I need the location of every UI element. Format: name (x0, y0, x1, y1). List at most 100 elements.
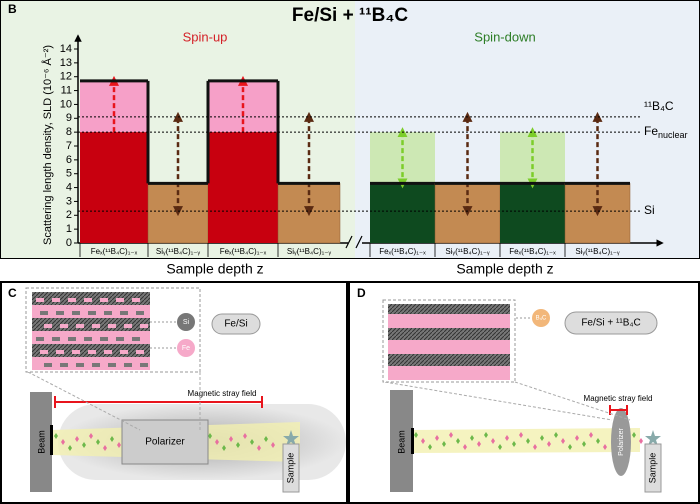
stray-field-label: Magnetic stray field (584, 394, 653, 403)
neutron (533, 444, 537, 450)
neutron (526, 438, 530, 444)
panel-c: C Polarizer Beam Magnetic stray field Sa… (0, 281, 348, 504)
neutron (61, 439, 65, 445)
layer (388, 354, 510, 366)
neutron (470, 435, 474, 441)
sample-tag (564, 311, 658, 335)
neutron (229, 436, 233, 442)
y-tick-label: 9 (66, 112, 72, 124)
intermix (120, 350, 128, 354)
intermix (132, 298, 140, 302)
neutron (264, 436, 268, 442)
intermix (124, 324, 132, 328)
layer-label: Feₓ(¹¹B₄C)₁₋ₓ (91, 247, 138, 256)
spin-down-label: Spin-down (474, 29, 535, 44)
beam-aperture (50, 425, 53, 455)
total-sld (500, 183, 565, 243)
intermix (88, 350, 96, 354)
neutron (117, 442, 121, 448)
neutron (222, 445, 226, 451)
y-tick-label: 2 (66, 209, 72, 221)
sample-star (283, 430, 299, 446)
layer-label: Siᵧ(¹¹B₄C)₁₋ᵧ (287, 247, 332, 256)
legend-label: B₄C (536, 316, 547, 322)
neutron (568, 444, 572, 450)
x-axis-label: Sample depth z (456, 261, 553, 277)
neutron (103, 445, 107, 451)
stray-field-label: Magnetic stray field (188, 389, 257, 398)
legend-label: Si (183, 319, 190, 326)
neutron (82, 442, 86, 448)
neutron (575, 435, 579, 441)
zoom-lines (27, 371, 201, 431)
polarizer-label: Polarizer (618, 428, 625, 456)
intermix (56, 311, 64, 315)
intermix (140, 324, 148, 328)
layer (388, 366, 510, 380)
intermix (136, 350, 144, 354)
sample-label: Sample (285, 453, 295, 484)
intermix (100, 337, 108, 341)
neutron (582, 441, 586, 447)
y-tick-label: 8 (66, 126, 72, 138)
intermix (52, 337, 60, 341)
y-tick-label: 0 (66, 237, 72, 249)
intermix (104, 311, 112, 315)
neutron (463, 444, 467, 450)
panel-d: D Beam Polarizer Magnetic stray field Sa… (348, 281, 700, 504)
reference-label: ¹¹B₄C (644, 99, 674, 113)
neutron (505, 435, 509, 441)
intermix (120, 311, 128, 315)
reference-subscript: nuclear (658, 131, 688, 141)
neutron (414, 432, 418, 438)
neutron (75, 436, 79, 442)
y-tick-label: 7 (66, 140, 72, 152)
panel-label: D (357, 286, 366, 300)
y-axis-label: Scattering length density, SLD (10⁻⁶ Å⁻²… (41, 45, 54, 245)
neutron (110, 436, 114, 442)
neutron (250, 439, 254, 445)
intermix (88, 311, 96, 315)
layer-label: Siᵧ(¹¹B₄C)₁₋ᵧ (575, 247, 620, 256)
beam-label: Beam (36, 430, 46, 454)
intermix (68, 298, 76, 302)
neutron (208, 433, 212, 439)
intermix (60, 324, 68, 328)
intermix (76, 363, 84, 367)
beam-aperture (411, 428, 414, 454)
neutron (428, 444, 432, 450)
beam-source (30, 392, 52, 492)
intermix (72, 311, 80, 315)
fe-atom (177, 339, 195, 357)
neutron (215, 439, 219, 445)
polarizer (121, 419, 209, 465)
intermix (68, 337, 76, 341)
intermix (84, 298, 92, 302)
intermix (116, 298, 124, 302)
layer-label: Feₓ(¹¹B₄C)₁₋ₓ (509, 247, 556, 256)
neutron (519, 432, 523, 438)
reference-label: Fenuclear (644, 124, 688, 140)
beam-particles (54, 433, 275, 451)
intermix (124, 363, 132, 367)
nuclear-sld (80, 132, 148, 243)
sample (644, 443, 662, 493)
layer (388, 304, 510, 314)
y-tick-label: 11 (61, 84, 72, 96)
neutron (456, 438, 460, 444)
neutron (271, 442, 275, 448)
panel-label: B (8, 2, 17, 16)
neutron (68, 445, 72, 451)
y-tick-label: 10 (60, 98, 72, 110)
intermix (56, 350, 64, 354)
sample (282, 443, 300, 493)
intermix (84, 337, 92, 341)
neutron (54, 433, 58, 439)
zoom-lines (384, 381, 631, 421)
si-atom (177, 313, 195, 331)
polarizer-label: Polarizer (145, 437, 185, 448)
intermix (36, 337, 44, 341)
neutron (540, 435, 544, 441)
intermix (92, 363, 100, 367)
